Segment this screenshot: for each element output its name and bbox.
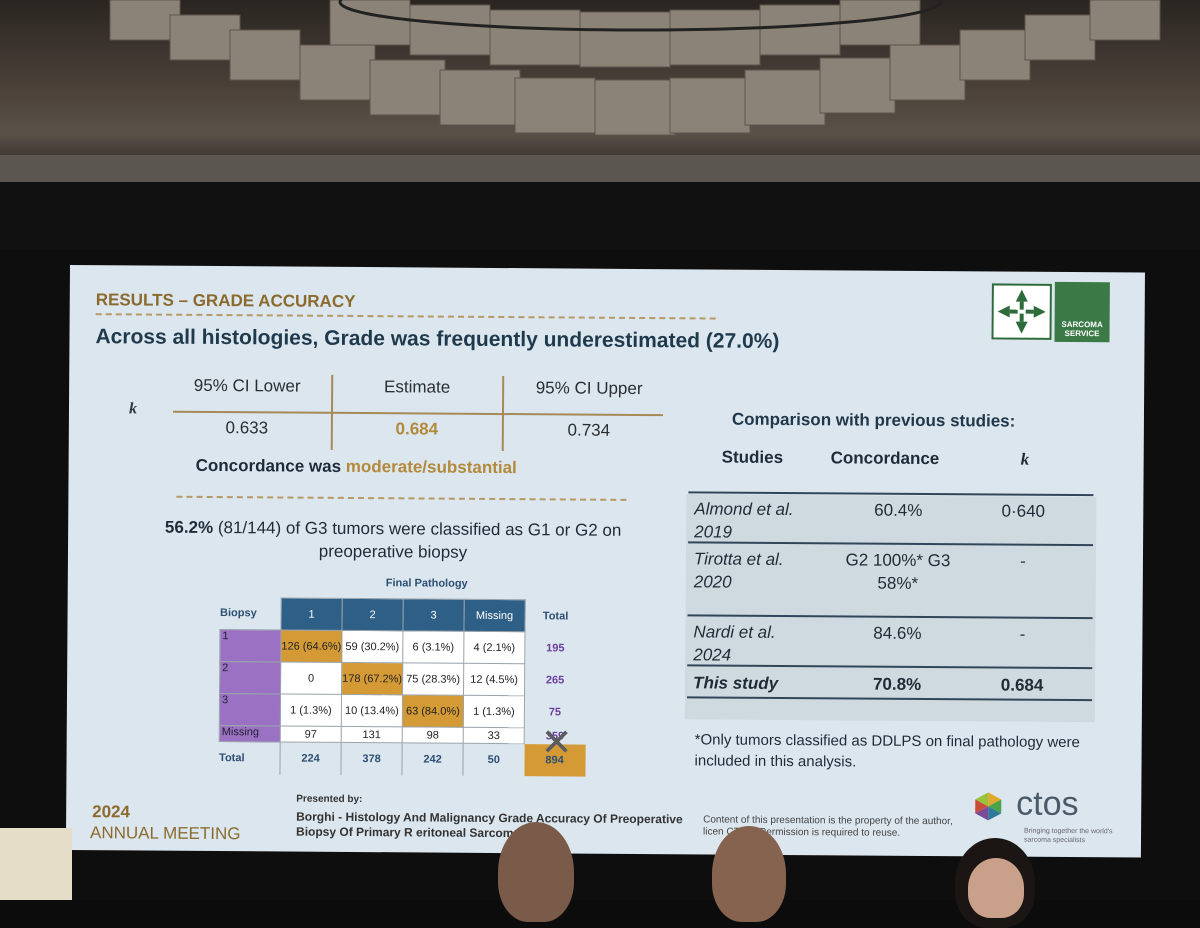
column-total: 224 [279, 741, 342, 775]
matrix-cell: 4 (2.1%) [463, 631, 525, 664]
study-concordance: 70.8% [872, 674, 922, 694]
footnote: *Only tumors classified as DDLPS on fina… [694, 731, 1080, 771]
matrix-cell: 10 (13.4%) [341, 694, 403, 727]
matrix-cell: 1 (1.3%) [463, 695, 525, 728]
row-header: 2 [219, 661, 281, 694]
headline: Across all histologies, Grade was freque… [95, 325, 780, 353]
concordance-highlight: moderate/substantial [345, 456, 517, 478]
matrix-cell: 59 (30.2%) [341, 630, 403, 663]
ci-lower-header: 95% CI Lower [193, 375, 301, 396]
estimate-header: Estimate [384, 377, 451, 397]
matrix-cell: 98 [402, 726, 464, 744]
study-name: Tirotta et al. 2020 [693, 549, 784, 592]
col-header: 2 [341, 598, 404, 631]
matrix-cell: 1 (1.3%) [280, 693, 342, 727]
study-concordance: G2 100%* G3 58%* [845, 550, 951, 593]
matrix-cell: 33 [463, 727, 525, 744]
section-header: RESULTS – GRADE ACCURACY [95, 290, 356, 311]
sarcoma-service-logo: SARCOMA SERVICE [1054, 281, 1110, 343]
study-name: This study [693, 673, 779, 693]
kappa-rule [172, 410, 663, 417]
presentation-title: Borghi - Histology And Malignancy Grade … [296, 809, 683, 841]
study-kappa: 0·640 [1001, 501, 1046, 521]
concordance-header: Concordance [830, 448, 940, 469]
presented-by-label: Presented by: [296, 793, 363, 806]
estimate-value: 0.684 [395, 419, 439, 439]
comparison-title: Comparison with previous studies: [731, 409, 1016, 431]
g3-percent: 56.2% [164, 517, 214, 538]
logo-text-2: SERVICE [1064, 328, 1100, 339]
g3-statement: 56.2% (81/144) of G3 tumors were classif… [158, 516, 628, 565]
col-header: 1 [280, 597, 343, 631]
total-label: Total [219, 751, 245, 764]
studies-header: Studies [721, 447, 784, 467]
concordance-prefix: Concordance was [195, 455, 346, 476]
kappa-header: k [1020, 449, 1030, 469]
matrix-cell: 97 [280, 725, 342, 743]
grade-matrix: Biopsy 1 2 3 Missing Total 1 126 (64.6%)… [218, 597, 586, 777]
ci-lower-value: 0.633 [225, 418, 269, 438]
matrix-title: Final Pathology [385, 577, 468, 590]
kappa-divider-2 [501, 376, 505, 452]
kappa-symbol: k [128, 400, 138, 418]
meeting-label: ANNUAL MEETING [89, 823, 241, 844]
row-header: Missing [219, 725, 281, 742]
ci-upper-header: 95% CI Upper [535, 378, 643, 398]
row-total: 265 [545, 673, 565, 686]
col-header: 3 [402, 598, 465, 632]
study-name: Almond et al. 2019 [694, 499, 794, 542]
arrows-logo [991, 283, 1052, 340]
matrix-cell: 131 [341, 726, 403, 743]
audience-head [712, 826, 786, 922]
foreground-object [0, 828, 72, 900]
audience-head [498, 822, 574, 922]
matrix-cell: 12 (4.5%) [463, 663, 525, 696]
study-kappa: - [1019, 624, 1026, 644]
ctos-logo-icon [975, 792, 1002, 821]
matrix-cell: 126 (64.6%) [280, 629, 342, 663]
column-total: 378 [340, 742, 403, 775]
study-concordance: 60.4% [874, 500, 923, 520]
column-total: 50 [462, 743, 525, 776]
ctos-tagline: Bringing together the world's sarcoma sp… [1023, 827, 1113, 845]
section-divider [176, 495, 627, 501]
header-divider [95, 313, 716, 320]
ceiling-edge [0, 155, 1200, 185]
row-total: 195 [546, 641, 565, 654]
g3-text: (81/144) of G3 tumors were classified as… [213, 518, 622, 562]
audience-face [968, 858, 1024, 918]
study-name: Nardi et al. 2024 [693, 622, 776, 665]
column-total: 242 [401, 742, 464, 776]
study-concordance: 84.6% [873, 623, 922, 643]
logo-text-1: SARCOMA [1061, 319, 1103, 330]
matrix-cell: 6 (3.1%) [402, 630, 464, 664]
meeting-year: 2024 [92, 802, 131, 822]
study-kappa: - [1020, 551, 1026, 571]
row-header: 1 [219, 629, 281, 662]
ctos-brand: ctos [1016, 784, 1079, 824]
total-header: Total [542, 609, 569, 622]
matrix-cell: 63 (84.0%) [402, 694, 464, 728]
biopsy-label: Biopsy [220, 607, 257, 620]
col-header: Missing [463, 599, 526, 632]
row-header: 3 [219, 693, 281, 726]
matrix-cell: 178 (67.2%) [341, 662, 403, 695]
matrix-cell: 0 [280, 661, 342, 695]
ceiling-panels [109, 0, 1161, 136]
study-kappa: 0.684 [1000, 675, 1044, 695]
presentation-slide: RESULTS – GRADE ACCURACY Across all hist… [65, 265, 1145, 858]
concordance-line: Concordance was moderate/substantial [196, 456, 517, 478]
ci-upper-value: 0.734 [567, 420, 611, 440]
row-total-crossed: 359 ✕ [524, 722, 585, 764]
kappa-divider-1 [330, 374, 334, 450]
cross-mark-icon: ✕ [540, 721, 573, 765]
matrix-cell: 75 (28.3%) [402, 662, 464, 696]
